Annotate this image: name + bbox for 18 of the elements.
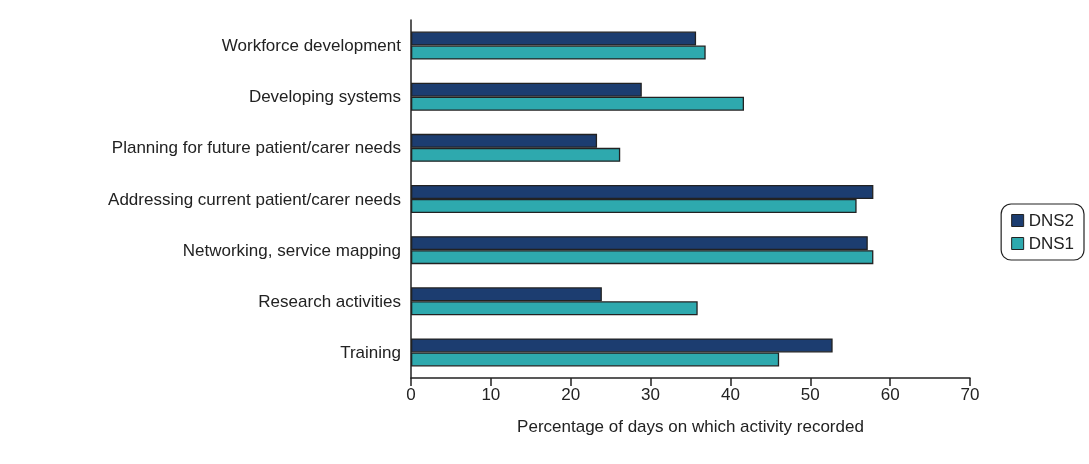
x-tick-label: 0 bbox=[406, 385, 416, 404]
x-tick-label: 20 bbox=[561, 385, 581, 404]
x-tick-label: 10 bbox=[481, 385, 501, 404]
x-tick-label: 50 bbox=[800, 385, 820, 404]
x-tick-label: 30 bbox=[641, 385, 661, 404]
x-tick-label: 60 bbox=[880, 385, 900, 404]
legend-label: DNS2 bbox=[1028, 211, 1075, 230]
x-tick-label: 40 bbox=[720, 385, 740, 404]
y-tick-label: Developing systems bbox=[248, 87, 401, 107]
y-tick-label: Planning for future patient/carer needs bbox=[111, 138, 401, 158]
x-tick-label: 70 bbox=[960, 385, 980, 404]
y-tick-label: Networking, service mapping bbox=[182, 240, 401, 260]
legend-label: DNS1 bbox=[1028, 234, 1075, 253]
y-tick-label: Workforce development bbox=[221, 36, 402, 56]
y-tick-label: Research activities bbox=[258, 291, 401, 311]
x-axis-title: Percentage of days on which activity recorded bbox=[517, 417, 864, 436]
y-tick-label: Addressing current patient/carer needs bbox=[108, 189, 401, 209]
y-tick-label: Training bbox=[340, 342, 401, 362]
